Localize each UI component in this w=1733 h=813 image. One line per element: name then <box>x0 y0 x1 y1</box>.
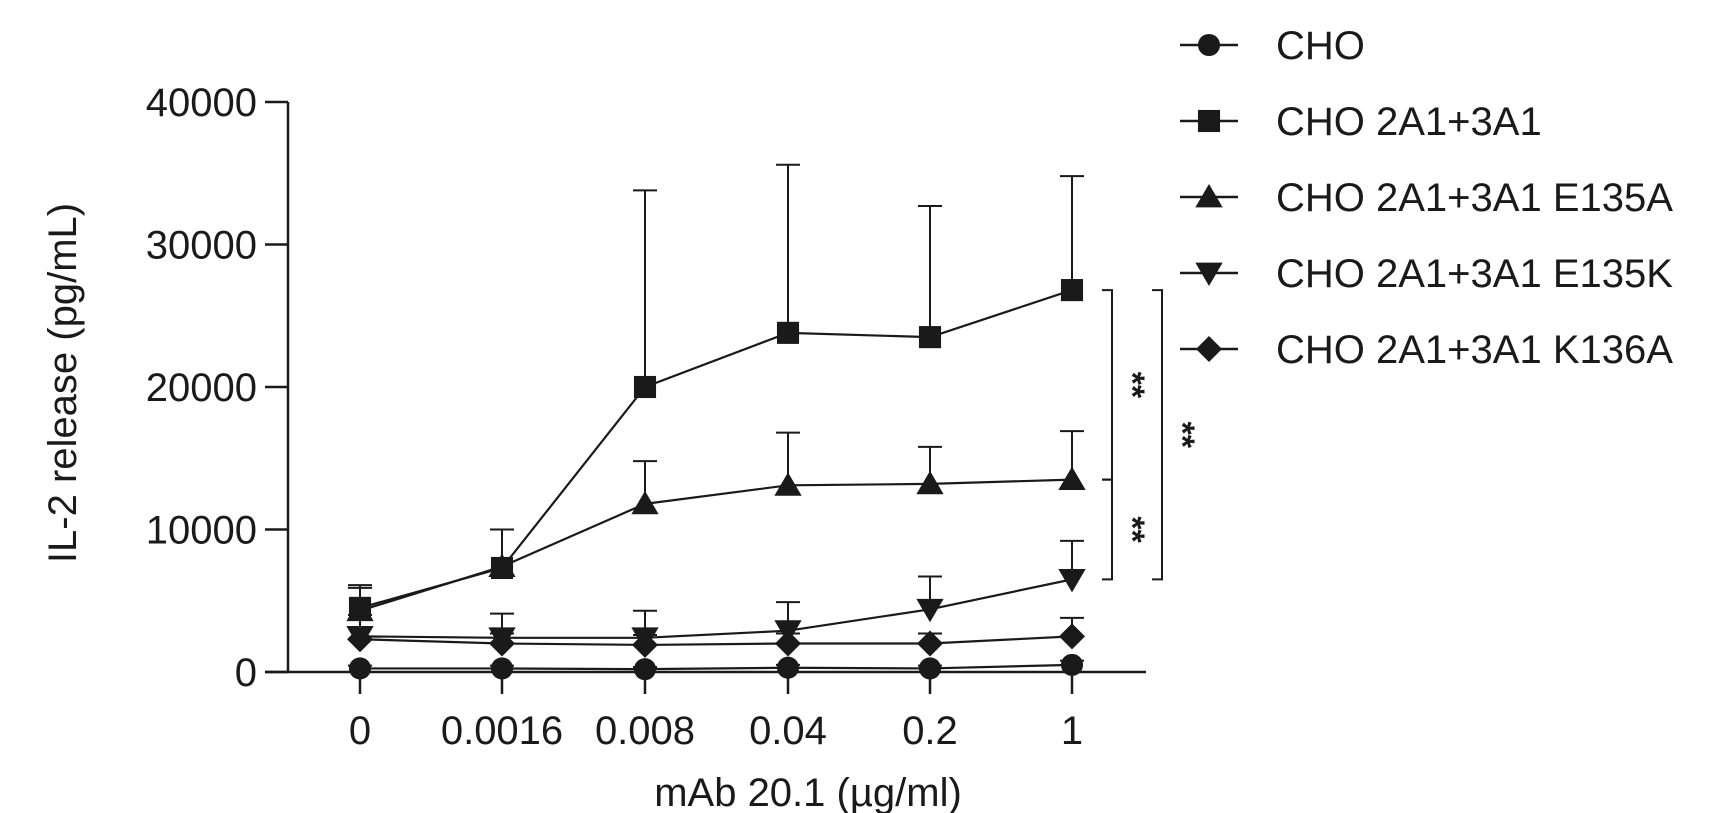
data-point <box>774 472 802 496</box>
y-tick-label: 30000 <box>146 224 257 268</box>
legend-item: CHO 2A1+3A1 <box>1180 100 1542 144</box>
data-point <box>347 626 373 653</box>
series-line <box>359 478 1073 612</box>
legend-item: CHO 2A1+3A1 E135A <box>1180 176 1673 220</box>
x-tick-label: 1 <box>1061 709 1083 753</box>
data-point <box>632 631 658 658</box>
y-tick-label: 10000 <box>146 509 257 553</box>
legend-label: CHO 2A1+3A1 <box>1276 100 1542 144</box>
significance-bracket: ** <box>1152 289 1201 581</box>
x-tick-label: 0 <box>349 709 371 753</box>
chart-series <box>346 163 1086 681</box>
data-point <box>916 470 944 495</box>
significance-bracket: ** <box>1102 478 1151 581</box>
data-point <box>1060 653 1084 676</box>
legend-marker <box>1195 262 1223 286</box>
series-line <box>360 663 1073 671</box>
legend-marker <box>1197 33 1221 57</box>
significance-label: ** <box>1113 372 1151 399</box>
chart-legend: CHO CHO 2A1+3A1 CHO 2A1+3A1 E135A CHO 2A1+3… <box>1180 24 1673 372</box>
series-diamond <box>347 616 1085 658</box>
data-point <box>1058 466 1086 491</box>
data-point <box>916 598 944 623</box>
legend-marker <box>1196 336 1222 362</box>
chart-axes: 0 10000 20000 30000 40000 0 0.0016 0.008 0.04 0.2… <box>146 81 1146 753</box>
significance-label: ** <box>1163 422 1201 449</box>
series-triangle-up <box>346 430 1086 622</box>
bracket-line <box>1102 289 1113 481</box>
data-point <box>775 630 801 657</box>
data-point <box>1060 279 1084 302</box>
data-point <box>490 657 514 680</box>
series-circle <box>348 653 1084 681</box>
data-point <box>488 553 516 577</box>
significance-label: ** <box>1113 516 1151 543</box>
y-axis-title: IL-2 release (pg/mL) <box>41 203 85 563</box>
y-tick-label: 40000 <box>146 81 257 125</box>
legend-marker <box>1195 184 1223 208</box>
bracket-line <box>1152 289 1163 581</box>
y-tick-label: 0 <box>235 651 257 695</box>
significance-brackets: ** ** ** <box>1102 289 1201 581</box>
data-point <box>348 657 372 680</box>
legend-label: CHO 2A1+3A1 E135K <box>1276 252 1673 296</box>
data-point <box>776 656 800 679</box>
legend-label: CHO 2A1+3A1 E135A <box>1276 176 1673 220</box>
legend-label: CHO <box>1276 24 1365 68</box>
data-point <box>489 630 515 657</box>
data-point <box>1058 568 1086 593</box>
x-tick-label: 0.008 <box>595 709 695 753</box>
data-point <box>918 657 942 680</box>
bracket-line <box>1102 478 1113 581</box>
x-axis-title: mAb 20.1 (µg/ml) <box>654 771 962 813</box>
data-point <box>631 490 659 515</box>
data-point <box>776 321 800 344</box>
legend-marker <box>1197 109 1221 133</box>
series-line <box>359 289 1073 609</box>
data-point <box>917 630 943 657</box>
legend-item: CHO <box>1180 24 1365 68</box>
y-tick-label: 20000 <box>146 366 257 410</box>
x-tick-label: 0.0016 <box>441 709 563 753</box>
series-line <box>359 578 1073 639</box>
data-point <box>1059 623 1085 650</box>
legend-label: CHO 2A1+3A1 K136A <box>1276 328 1673 372</box>
legend-item: CHO 2A1+3A1 E135K <box>1180 252 1673 296</box>
data-point <box>633 375 657 399</box>
data-point <box>918 326 942 349</box>
significance-bracket: ** <box>1102 289 1151 481</box>
data-point <box>633 658 657 681</box>
series-line <box>359 635 1073 647</box>
x-tick-label: 0.04 <box>749 709 827 753</box>
x-tick-label: 0.2 <box>902 709 958 753</box>
series-triangle-down <box>346 539 1086 651</box>
series-square <box>348 163 1084 619</box>
legend-item: CHO 2A1+3A1 K136A <box>1180 328 1673 372</box>
